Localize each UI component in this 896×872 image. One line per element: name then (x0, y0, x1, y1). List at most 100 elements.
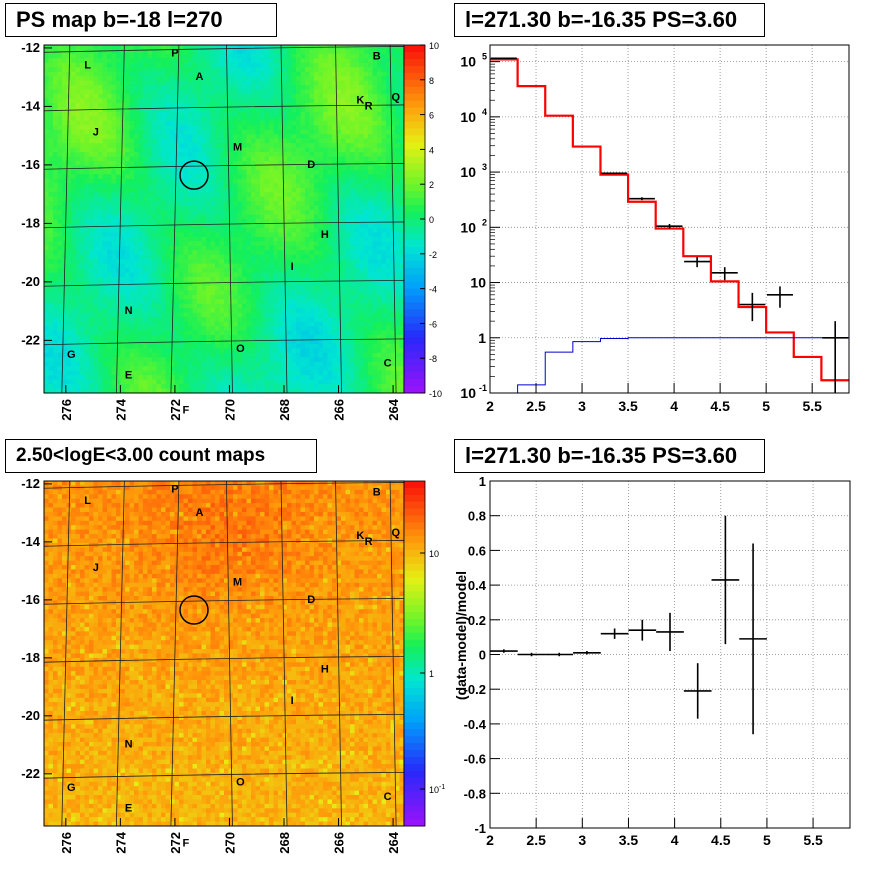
sky-label-e: E (125, 803, 132, 815)
sky-label-r: R (365, 536, 373, 548)
source-circle (179, 160, 209, 190)
spectrum-y-tick-label: 10 (470, 275, 486, 291)
grid-longitude-line (170, 44, 180, 394)
residual-y-tick-label: -0.8 (464, 786, 486, 801)
ps-map-chart: P B L A K R Q J M D H I N O G C E F 10 8 6 4 2 0 -2 -4 -6 -8 -10 -1… (21, 40, 442, 421)
map-x-tick-label: 276 (59, 832, 74, 854)
spectrum-x-tick-label: 4.5 (710, 398, 730, 414)
grid-longitude-line (226, 44, 233, 394)
colorbar-tick-label: 10-1 (429, 784, 445, 795)
residual-y-tick-label: 0.8 (468, 509, 486, 524)
residual-chart: 2 2.5 3 3.5 4 4.5 5 5.5 1 0.8 0.6 0.4 0.2 0 -0.2 -0.4 -0… (453, 474, 851, 848)
colorbar-tick-label: 0 (429, 215, 434, 225)
map-y-tick-label: -20 (21, 708, 40, 723)
colorbar-tick-label: 1 (429, 669, 434, 679)
residual-x-tick-label: 2.5 (526, 832, 546, 848)
sky-label-j: J (93, 127, 99, 139)
grid-latitude-line (43, 338, 405, 346)
residual-y-tick-label: -1 (474, 821, 486, 836)
grid-longitude-line (226, 480, 233, 827)
residual-y-tick-label: 0.6 (468, 543, 486, 558)
grid-latitude-line (43, 598, 405, 605)
spectrum-x-tick-label: 3.5 (618, 398, 638, 414)
sky-label-r: R (365, 100, 373, 112)
residual-x-tick-label: 5 (763, 832, 771, 848)
grid-longitude-line (389, 480, 397, 827)
map-x-tick-label: 270 (222, 832, 237, 854)
grid-longitude-line (170, 480, 180, 827)
sky-label-i: I (291, 695, 294, 707)
sky-label-c: C (384, 791, 392, 803)
sky-label-q: Q (392, 92, 401, 104)
colorbar-tick-label: -8 (429, 354, 437, 364)
sky-label-e: E (125, 369, 132, 381)
spectrum-y-tick-label: 1 (478, 330, 486, 346)
spectrum-y-tick-exponent: -1 (479, 383, 487, 393)
grid-longitude-line (61, 480, 71, 827)
residual-y-tick-label: -0.4 (464, 717, 487, 732)
map-x-tick-label: 266 (332, 399, 347, 421)
source-circle (179, 595, 209, 625)
spectrum-y-tick-exponent: 5 (482, 52, 487, 62)
spectrum-x-tick-label: 2.5 (526, 398, 546, 414)
colorbar-tick-label: 8 (429, 76, 434, 86)
spectrum-y-tick-label: 10 (460, 164, 476, 180)
residual-x-tick-label: 4 (671, 832, 679, 848)
spectrum-x-tick-label: 2 (486, 398, 494, 414)
map-x-tick-label: 268 (277, 399, 292, 421)
grid-latitude-line (43, 771, 405, 779)
grid-longitude-line (115, 44, 125, 394)
grid-longitude-line (280, 44, 288, 394)
sky-label-p: P (171, 48, 178, 60)
map-x-tick-label: 276 (59, 399, 74, 421)
colorbar-tick-label: 6 (429, 111, 434, 121)
residual-x-tick-label: 5.5 (803, 832, 823, 848)
count-map-chart: P B L A K R Q J M D H I N O G C E F 10 1 10-1 -12 -14 -16 -18 -… (21, 476, 445, 854)
sky-label-p: P (171, 484, 178, 496)
grid-longitude-line (389, 44, 397, 394)
residual-x-tick-label: 2 (486, 832, 494, 848)
colorbar-tick-label: 10 (429, 549, 439, 559)
grid-longitude-line (61, 44, 71, 394)
sky-label-m: M (233, 576, 242, 588)
sky-label-i: I (291, 261, 294, 273)
series-background-line (490, 337, 849, 394)
spectrum-x-tick-label: 5 (762, 398, 770, 414)
sky-label-k: K (356, 94, 364, 106)
grid-latitude-line (43, 163, 405, 170)
spectrum-y-tick-exponent: 3 (482, 162, 487, 172)
spectrum-x-tick-label: 4 (670, 398, 678, 414)
residual-y-tick-label: 0.4 (468, 578, 487, 593)
sky-label-f: F (182, 404, 189, 416)
sky-label-a: A (195, 71, 203, 83)
spectrum-y-tick-exponent: 2 (482, 217, 487, 227)
spectrum-x-tick-label: 5.5 (802, 398, 822, 414)
sky-label-n: N (125, 305, 133, 317)
grid-latitude-line (43, 713, 405, 721)
map-x-tick-label: 264 (386, 398, 401, 420)
map-x-tick-label: 264 (386, 831, 401, 853)
colorbar-tick-label: 10 (429, 41, 439, 51)
grid-latitude-line (43, 655, 405, 663)
sky-label-j: J (93, 562, 99, 574)
sky-label-l: L (84, 59, 91, 71)
sky-label-f: F (182, 837, 189, 849)
spectrum-y-tick-label: 10 (460, 109, 476, 125)
map-y-tick-label: -16 (21, 157, 40, 172)
sky-label-l: L (84, 495, 91, 507)
grid-latitude-line (43, 104, 405, 112)
map-y-tick-label: -12 (21, 40, 40, 55)
map-x-tick-label: 268 (277, 832, 292, 854)
sky-label-d: D (307, 159, 315, 171)
sky-label-b: B (373, 51, 381, 63)
residual-y-tick-label: 0.2 (468, 613, 486, 628)
spectrum-x-tick-label: 3 (578, 398, 586, 414)
sky-label-h: H (321, 663, 329, 675)
map-x-tick-label: 274 (113, 398, 128, 420)
sky-label-a: A (195, 507, 203, 519)
map-x-tick-label: 266 (332, 832, 347, 854)
map-x-tick-label: 274 (113, 831, 128, 853)
sky-label-k: K (356, 530, 364, 542)
spectrum-y-tick-label: 10 (460, 385, 476, 401)
